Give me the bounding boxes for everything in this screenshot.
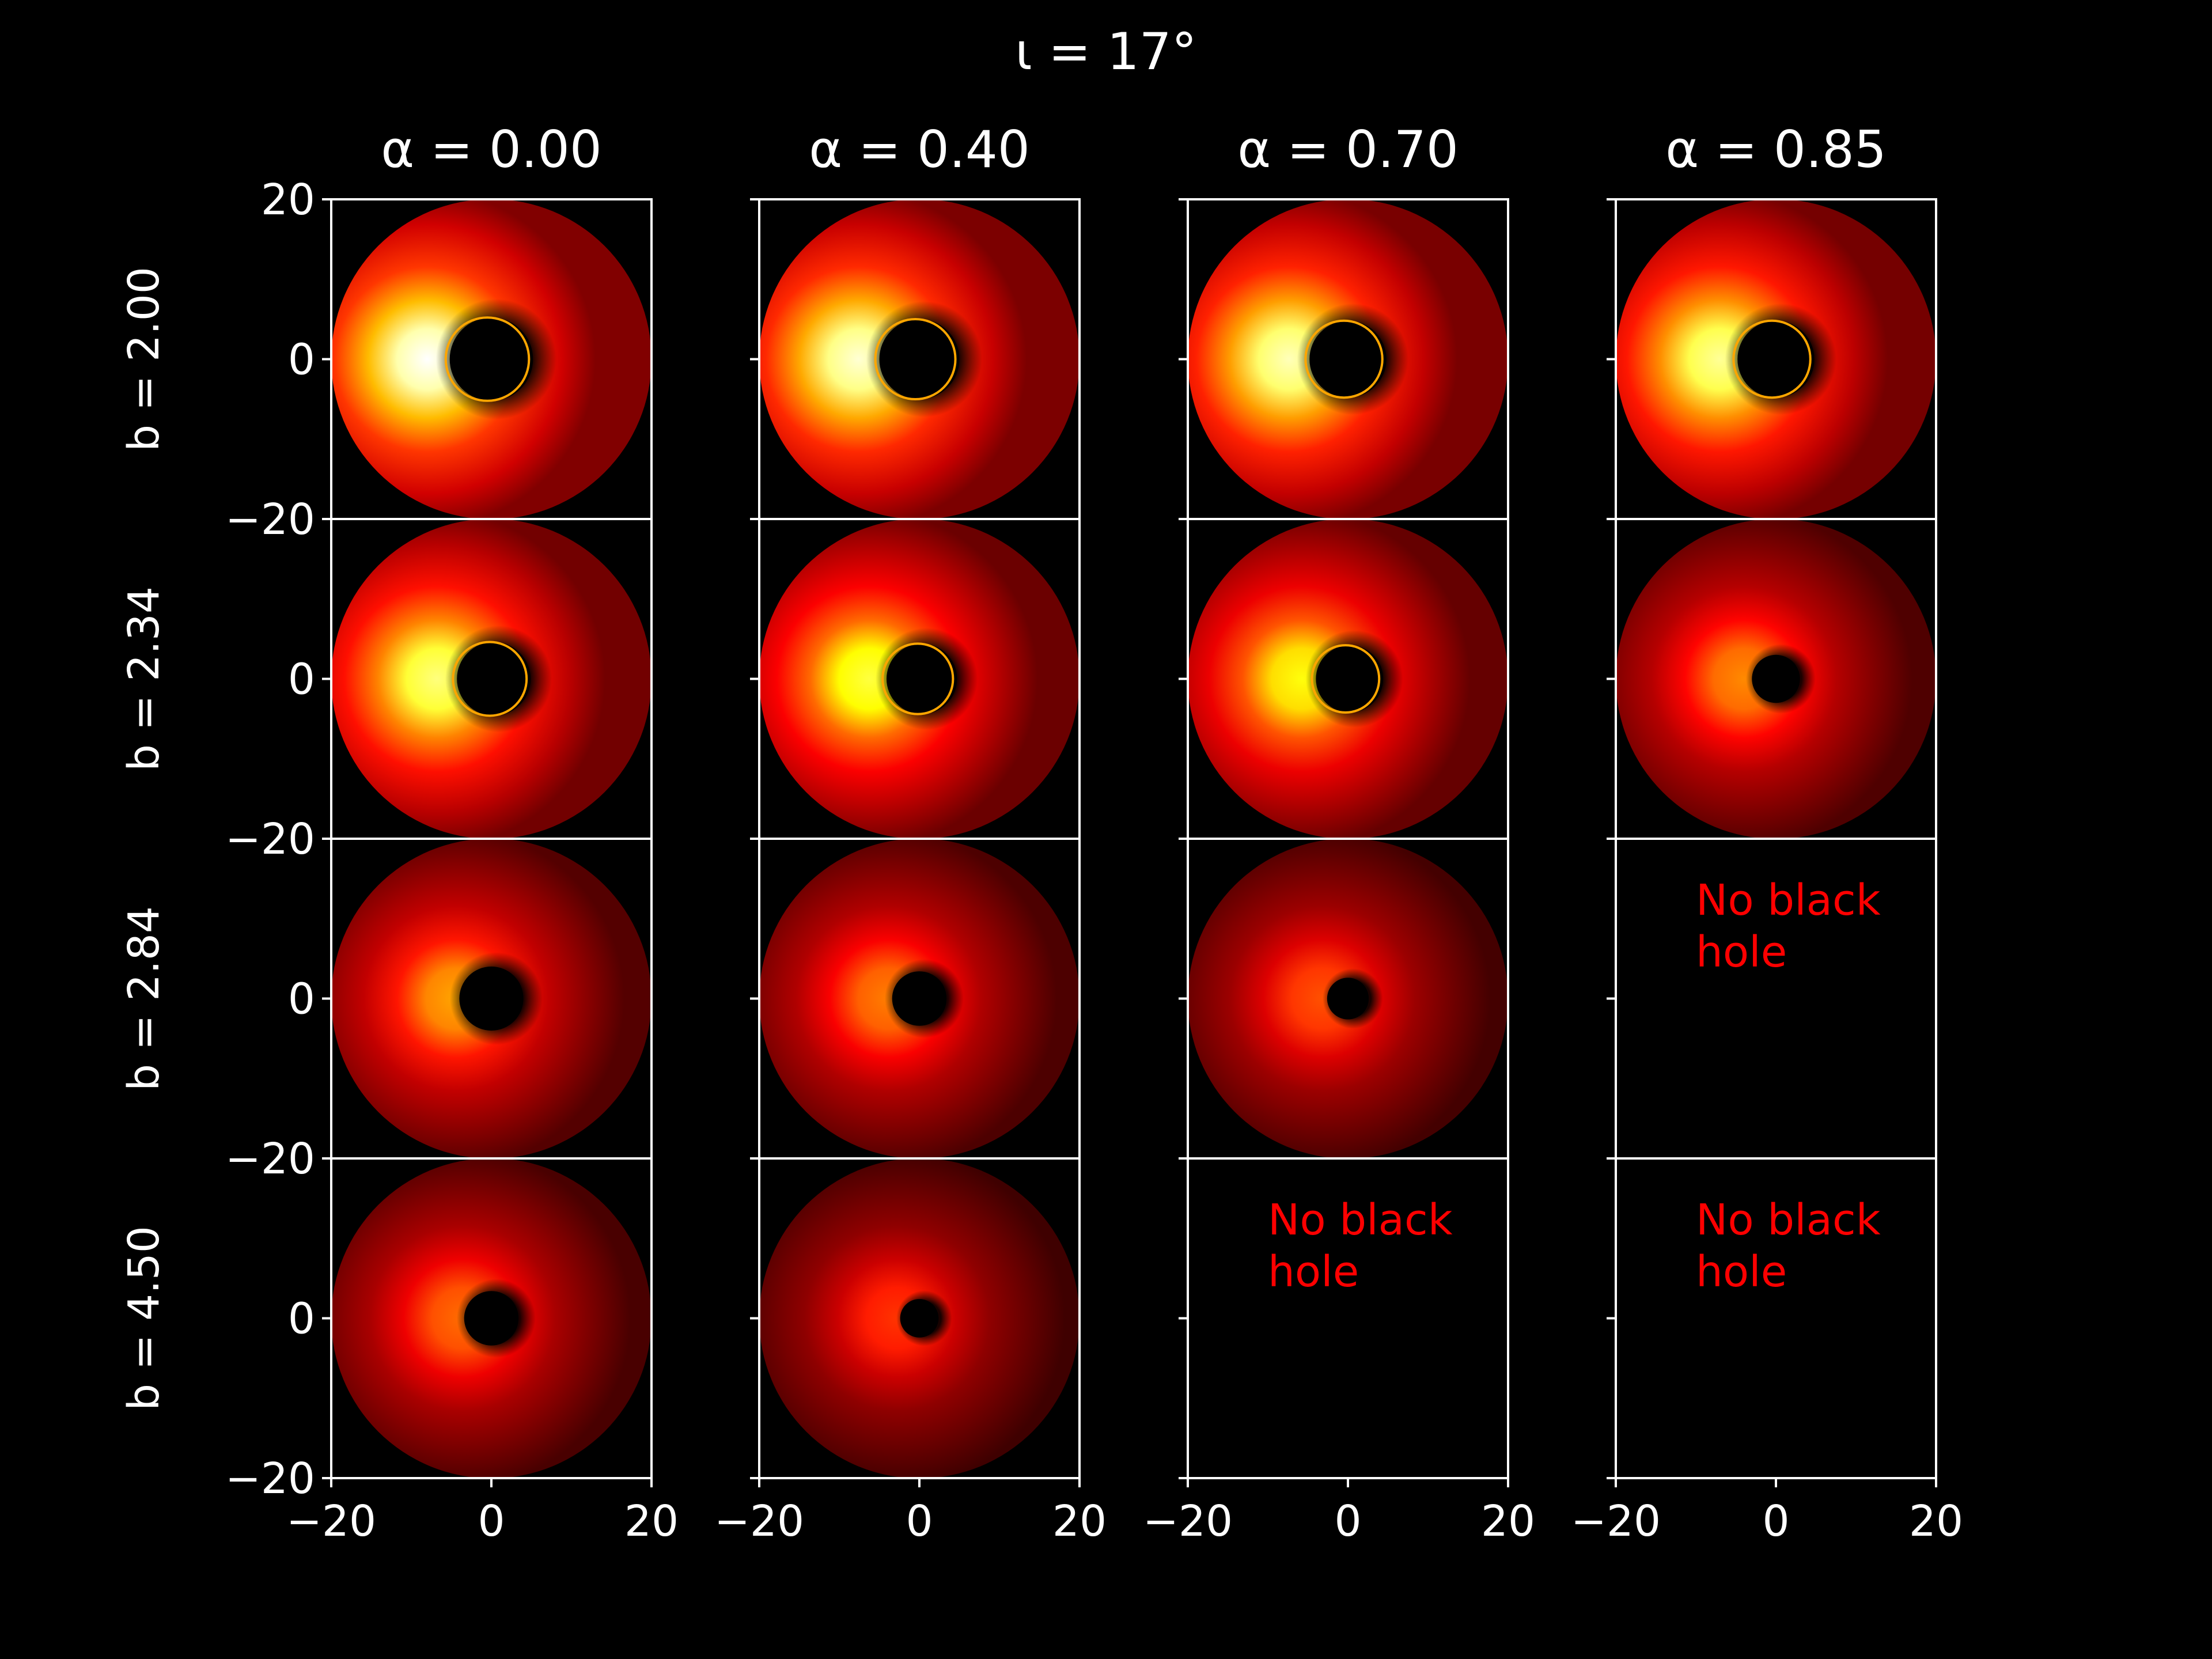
x-tick-label: 20: [624, 1497, 679, 1546]
panel: [750, 518, 1081, 840]
panel: [750, 838, 1081, 1160]
photon-ring: [1732, 319, 1812, 399]
black-hole-shadow: [1316, 645, 1384, 713]
figure-suptitle: ι = 17°: [1015, 22, 1196, 81]
y-tick-label: 0: [288, 975, 315, 1024]
photon-ring: [444, 316, 531, 402]
panel: [1607, 198, 1937, 520]
y-tick-label: 0: [288, 655, 315, 704]
x-tick-label: 0: [478, 1497, 505, 1546]
row-label: b = 2.84: [119, 906, 169, 1091]
no-black-hole-label: No black hole: [1696, 1195, 1881, 1297]
no-black-hole-label: No black hole: [1696, 876, 1881, 977]
black-hole-shadow: [1327, 978, 1369, 1020]
x-tick-label: 0: [1762, 1497, 1789, 1546]
x-tick-label: 20: [1052, 1497, 1107, 1546]
panel: 20 0 −20: [225, 175, 653, 544]
panel: [1179, 198, 1509, 520]
x-tick-label: −20: [286, 1497, 376, 1546]
column-title: α = 0.70: [1237, 120, 1459, 179]
black-hole-shadow: [887, 643, 957, 714]
black-hole-shadow: [1309, 320, 1387, 398]
column-title: α = 0.85: [1665, 120, 1887, 179]
black-hole-shadow: [892, 971, 947, 1026]
x-tick-label: 0: [1334, 1497, 1361, 1546]
panel: [1179, 518, 1509, 840]
photon-ring: [881, 642, 955, 715]
x-tick-label: 20: [1481, 1497, 1535, 1546]
photon-ring: [874, 318, 957, 400]
panel-grid: α = 0.00 α = 0.40 α = 0.70 α = 0.85 b = 2.00…: [119, 120, 1963, 1546]
no-black-hole-label: No black hole: [1268, 1195, 1453, 1297]
x-tick-label: −20: [1143, 1497, 1233, 1546]
y-tick-label: −20: [225, 1134, 315, 1184]
black-hole-shadow: [459, 966, 524, 1031]
row-label: b = 4.50: [119, 1226, 169, 1411]
photon-ring: [1310, 644, 1381, 714]
x-tick-label: −20: [1571, 1497, 1661, 1546]
black-hole-shadow: [1752, 654, 1800, 703]
y-tick-label: −20: [225, 495, 315, 544]
panel: 0 −20: [225, 518, 653, 864]
black-hole-shadow: [900, 1299, 939, 1338]
column-title: α = 0.00: [381, 120, 602, 179]
black-hole-shadow: [449, 317, 533, 401]
x-tick-label: −20: [714, 1497, 804, 1546]
panel: [1179, 838, 1509, 1160]
y-tick-label: 0: [288, 1294, 315, 1344]
panel: [750, 198, 1081, 520]
y-tick-label: 0: [288, 335, 315, 385]
x-tick-label: 0: [906, 1497, 933, 1546]
x-tick-label: 20: [1909, 1497, 1963, 1546]
black-hole-shadow: [464, 1291, 519, 1346]
black-hole-shadow: [457, 642, 531, 716]
black-hole-shadow: [1737, 320, 1815, 398]
y-tick-label: −20: [225, 1454, 315, 1503]
column-title: α = 0.40: [809, 120, 1030, 179]
photon-ring: [452, 641, 528, 717]
panel: No black hole −20 0 20: [1571, 1157, 1963, 1546]
row-label: b = 2.00: [119, 267, 169, 452]
panel: −20 0 20: [714, 1157, 1107, 1546]
panel: No black hole −20 0 20: [1143, 1157, 1535, 1546]
panel: 0 −20−20 0 20: [225, 1157, 679, 1546]
panel: [1607, 518, 1937, 840]
panel: No black hole: [1607, 838, 1937, 1160]
row-label: b = 2.34: [119, 586, 169, 771]
photon-ring: [1304, 319, 1384, 399]
black-hole-shadow: [879, 319, 960, 399]
y-tick-label: −20: [225, 815, 315, 864]
y-tick-label: 20: [261, 175, 315, 225]
